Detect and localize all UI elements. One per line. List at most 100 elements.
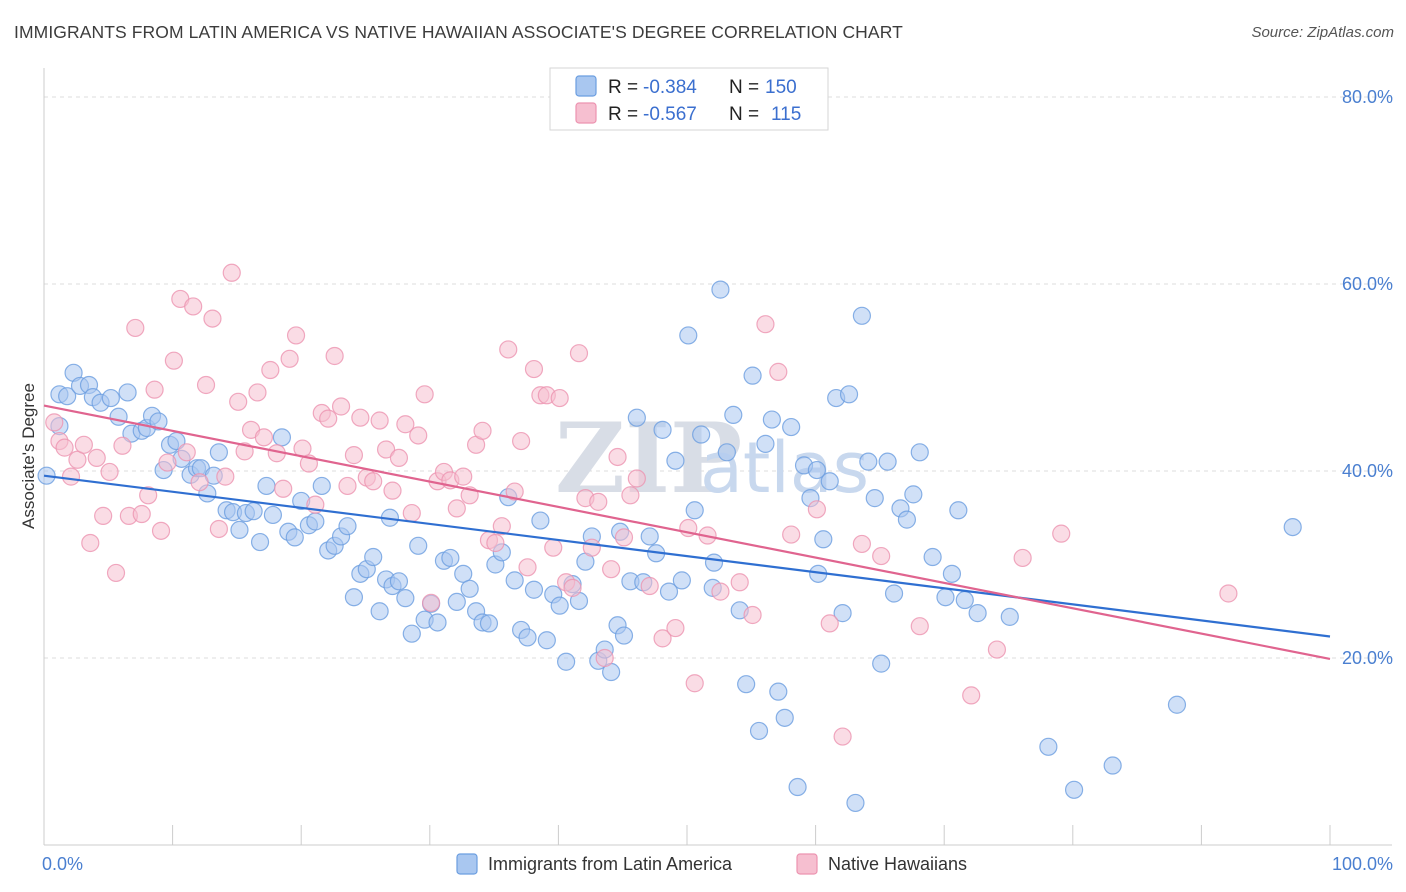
series1-point xyxy=(685,501,704,520)
bottom-legend-swatch-series2 xyxy=(796,853,818,875)
y-tick-label: 60.0% xyxy=(1342,274,1393,294)
legend-swatch-series1 xyxy=(575,75,597,97)
series1-point xyxy=(936,588,955,607)
series1-point xyxy=(402,624,421,643)
series1-point xyxy=(389,572,409,591)
series1-point xyxy=(653,420,672,439)
series2-point xyxy=(595,648,614,668)
series2-point xyxy=(383,481,402,500)
series1-point xyxy=(910,443,929,462)
series2-point xyxy=(666,618,685,638)
series1-point xyxy=(209,443,228,462)
series2-point xyxy=(872,546,891,566)
series2-point xyxy=(344,446,364,465)
series2-point xyxy=(627,469,646,488)
series2-point xyxy=(730,573,749,592)
series2-point xyxy=(261,360,280,380)
series1-point xyxy=(370,602,389,621)
series1-point xyxy=(852,306,871,325)
series1-point xyxy=(285,528,304,547)
legend: R = -0.384 N = 150 R = -0.567 N = 115 xyxy=(549,67,829,131)
series2-point xyxy=(190,473,209,492)
series2-point xyxy=(454,467,473,486)
grid-lines xyxy=(44,96,1392,659)
y-tick-label: 80.0% xyxy=(1342,87,1393,107)
series2-point xyxy=(376,440,396,459)
series1-point xyxy=(441,548,460,568)
series2-point xyxy=(45,413,64,432)
series2-point xyxy=(364,472,383,491)
bottom-legend-label-series1: Immigrants from Latin America xyxy=(488,854,733,874)
series1-point xyxy=(749,721,769,741)
series2-point xyxy=(769,362,788,381)
series1-point xyxy=(627,408,646,427)
series1-point xyxy=(537,631,556,650)
series1-point xyxy=(257,476,276,496)
series2-point xyxy=(55,438,74,457)
series1-point xyxy=(244,502,263,521)
series2-point xyxy=(196,375,216,395)
series1-point xyxy=(447,592,466,612)
series1-point xyxy=(955,590,974,610)
series1-point xyxy=(1167,695,1187,714)
trend-lines xyxy=(43,404,1331,661)
series2-point xyxy=(139,486,158,505)
axes xyxy=(43,68,1392,846)
series1-point xyxy=(923,547,942,567)
trend-line-series1 xyxy=(43,474,1331,638)
series2-point xyxy=(685,674,704,693)
series2-point xyxy=(100,462,119,482)
series2-point xyxy=(389,448,409,468)
series2-point xyxy=(447,499,466,518)
series2-point xyxy=(1013,548,1032,568)
series1-point xyxy=(872,654,891,673)
series1-point xyxy=(807,460,826,480)
series1-point xyxy=(679,326,698,345)
series2-point xyxy=(852,534,871,554)
series2-point xyxy=(370,411,389,430)
series2-point xyxy=(164,351,183,370)
chart-title: IMMIGRANTS FROM LATIN AMERICA VS NATIVE … xyxy=(14,22,903,42)
series2-point xyxy=(325,346,344,366)
series1-point xyxy=(409,536,428,555)
series1-point xyxy=(230,520,249,540)
series2-point xyxy=(106,563,126,583)
series2-point xyxy=(421,593,441,612)
series1-point xyxy=(250,532,270,552)
series2-point xyxy=(807,500,826,519)
series2-point xyxy=(151,521,171,540)
x-tick-label: 100.0% xyxy=(1332,854,1393,874)
series2-point xyxy=(492,517,511,536)
series1-point xyxy=(865,489,884,508)
series1-point xyxy=(454,564,473,583)
series2-point xyxy=(544,538,563,557)
series1-point xyxy=(666,451,685,470)
series1-point xyxy=(101,388,120,408)
series1-point xyxy=(814,530,833,549)
series2-point xyxy=(68,450,87,469)
series1-point xyxy=(672,571,691,590)
series2-point xyxy=(640,576,659,596)
series2-point xyxy=(351,408,370,427)
series1-point xyxy=(711,280,730,299)
series2-point xyxy=(274,479,293,498)
y-axis-label: Associate's Degree xyxy=(19,383,38,529)
series2-point xyxy=(415,385,434,404)
x-tick-label: 0.0% xyxy=(42,854,83,874)
series2-point xyxy=(338,476,357,496)
legend-r-label-2: R = xyxy=(608,104,638,125)
series1-point xyxy=(775,708,794,727)
series2-point xyxy=(910,617,929,636)
series2-point xyxy=(505,482,524,501)
series2-point xyxy=(61,467,81,486)
series1-point xyxy=(737,675,756,694)
legend-r-value-2: -0.567 xyxy=(643,104,697,125)
series2-point xyxy=(518,558,537,577)
series2-point xyxy=(582,538,601,557)
series1-point xyxy=(396,589,415,608)
series1-point xyxy=(531,511,550,530)
series2-point xyxy=(81,533,100,553)
series1-point xyxy=(263,505,283,525)
series2-point xyxy=(653,629,672,648)
y-tick-label: 20.0% xyxy=(1342,648,1393,668)
